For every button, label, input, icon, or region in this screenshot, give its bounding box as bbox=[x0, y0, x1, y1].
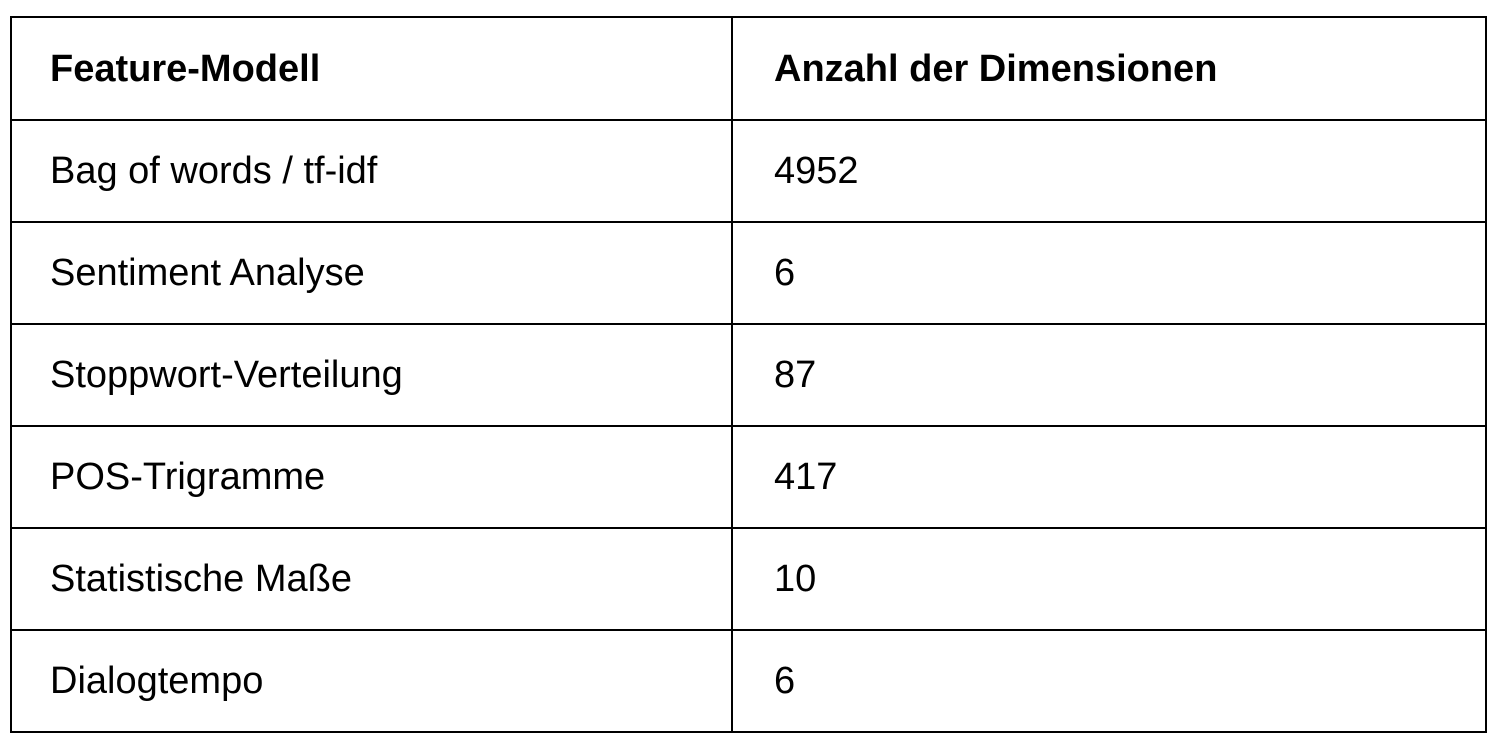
dimension-count-cell: 87 bbox=[731, 323, 1487, 427]
table-header-row: Feature-Modell Anzahl der Dimensionen bbox=[10, 16, 1487, 121]
feature-model-cell: Dialogtempo bbox=[10, 629, 733, 733]
table-row: Stoppwort-Verteilung 87 bbox=[10, 323, 1487, 427]
feature-model-cell: Statistische Maße bbox=[10, 527, 733, 631]
feature-dimensions-table: Feature-Modell Anzahl der Dimensionen Ba… bbox=[10, 16, 1487, 733]
header-feature-model: Feature-Modell bbox=[10, 16, 733, 121]
dimension-count-cell: 10 bbox=[731, 527, 1487, 631]
table-row: Dialogtempo 6 bbox=[10, 629, 1487, 733]
table-row: Sentiment Analyse 6 bbox=[10, 221, 1487, 325]
dimension-count-cell: 6 bbox=[731, 221, 1487, 325]
table-row: Bag of words / tf-idf 4952 bbox=[10, 119, 1487, 223]
dimension-count-cell: 6 bbox=[731, 629, 1487, 733]
dimension-count-cell: 417 bbox=[731, 425, 1487, 529]
feature-model-cell: POS-Trigramme bbox=[10, 425, 733, 529]
feature-table-container: Feature-Modell Anzahl der Dimensionen Ba… bbox=[10, 16, 1487, 733]
dimension-count-cell: 4952 bbox=[731, 119, 1487, 223]
table-row: Statistische Maße 10 bbox=[10, 527, 1487, 631]
feature-model-cell: Bag of words / tf-idf bbox=[10, 119, 733, 223]
header-dimension-count: Anzahl der Dimensionen bbox=[731, 16, 1487, 121]
table-row: POS-Trigramme 417 bbox=[10, 425, 1487, 529]
feature-model-cell: Sentiment Analyse bbox=[10, 221, 733, 325]
feature-model-cell: Stoppwort-Verteilung bbox=[10, 323, 733, 427]
